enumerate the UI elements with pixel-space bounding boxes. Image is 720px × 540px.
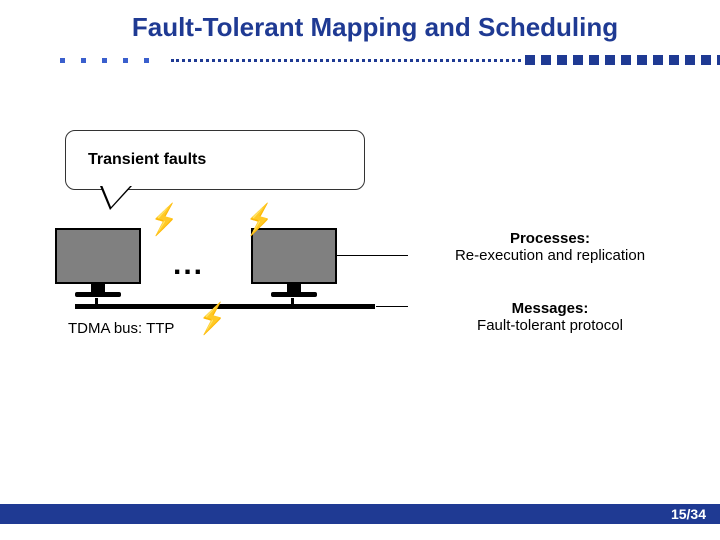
footer-bar [0,504,720,524]
divider-dotted-line [171,59,521,62]
page-number: 15/34 [671,506,706,522]
messages-heading: Messages: [410,300,690,317]
transient-faults-callout: Transient faults [65,130,365,190]
processes-body: Re-execution and replication [410,247,690,264]
slide-title: Fault-Tolerant Mapping and Scheduling [50,12,700,43]
connector-line-processes [336,255,408,256]
connector-line-messages [376,306,408,307]
processes-heading: Processes: [410,230,690,247]
computer-node-1 [55,228,141,297]
tdma-bus-label: TDMA bus: TTP [68,320,174,337]
messages-annotation: Messages: Fault-tolerant protocol [410,300,690,334]
lightning-bolt-icon: ⚡ [245,197,274,244]
ellipsis-nodes: ... [173,248,204,282]
callout-text: Transient faults [88,151,206,169]
messages-body: Fault-tolerant protocol [410,317,690,334]
divider-large-dots [525,55,720,65]
processes-annotation: Processes: Re-execution and replication [410,230,690,264]
divider-small-dots [60,58,149,63]
callout-tail [100,186,132,210]
lightning-bolt-icon: ⚡ [198,296,227,343]
title-divider [0,55,720,65]
lightning-bolt-icon: ⚡ [150,197,179,244]
